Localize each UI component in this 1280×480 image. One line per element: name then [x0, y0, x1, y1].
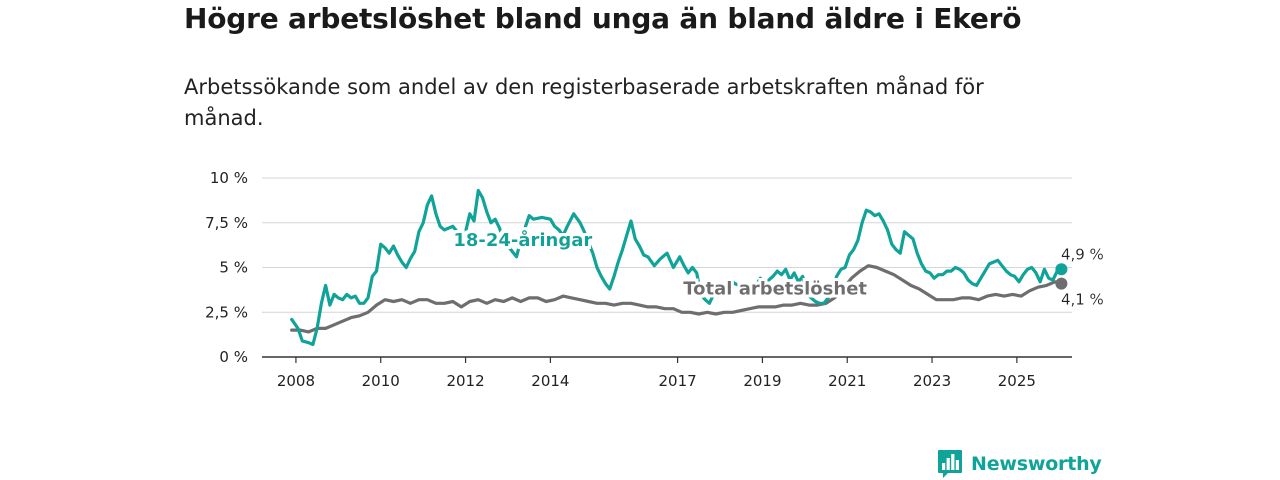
series-label-total: Total arbetslöshet	[683, 278, 867, 299]
gridlines	[262, 177, 1072, 313]
x-tick-label: 2017	[659, 372, 697, 390]
youth-end-marker	[1055, 263, 1068, 276]
line-chart: 0 % 2,5 % 5 % 7,5 % 10 % 2008 2010 2012 2014 201…	[205, 169, 1104, 390]
x-tick-label: 2021	[828, 372, 866, 390]
bar-chart-speech-bubble-icon	[938, 450, 962, 478]
chart-subtitle: Arbetssökande som andel av den registerb…	[184, 75, 984, 130]
y-tick-label: 7,5 %	[205, 214, 248, 232]
newsworthy-logo[interactable]: Newsworthy	[937, 449, 1102, 479]
x-tick-label: 2012	[446, 372, 484, 390]
x-tick-label: 2010	[362, 372, 400, 390]
x-tick-label: 2008	[277, 372, 315, 390]
x-tick-label: 2019	[743, 372, 781, 390]
y-tick-label: 10 %	[210, 169, 248, 187]
series-labels: 18-24-åringar Total arbetslöshet 4,9 % 4,1 …	[453, 229, 1104, 309]
y-tick-label: 2,5 %	[205, 303, 248, 321]
total-end-marker	[1055, 277, 1068, 290]
x-tick-label: 2025	[998, 372, 1036, 390]
total-end-value: 4,1 %	[1061, 291, 1104, 309]
y-tick-label: 0 %	[219, 348, 248, 366]
brand-name: Newsworthy	[971, 453, 1102, 475]
series-label-youth: 18-24-åringar	[453, 229, 592, 251]
x-tick-label: 2023	[913, 372, 951, 390]
youth-end-value: 4,9 %	[1061, 245, 1104, 263]
series-line-total	[290, 264, 1063, 334]
plot-area	[290, 188, 1068, 347]
x-tick-label: 2014	[531, 372, 569, 390]
chart-title: Högre arbetslöshet bland unga än bland ä…	[184, 2, 1022, 35]
y-axis: 0 % 2,5 % 5 % 7,5 % 10 %	[205, 169, 248, 366]
x-axis: 2008 2010 2012 2014 2017 2019 2021 2023 2025	[262, 356, 1072, 390]
series-line-youth	[290, 188, 1063, 347]
y-tick-label: 5 %	[219, 259, 248, 277]
